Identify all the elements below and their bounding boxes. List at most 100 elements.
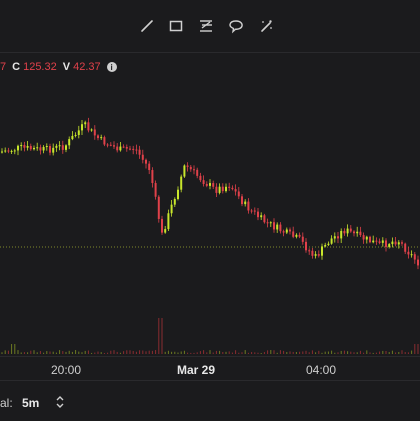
volume-bar <box>279 350 281 354</box>
candle <box>74 132 77 138</box>
volume-bar <box>273 350 275 354</box>
candle <box>410 250 413 258</box>
candle <box>129 145 131 151</box>
volume-bar <box>46 351 48 354</box>
interval-value[interactable]: 5m <box>22 396 40 410</box>
candle <box>33 145 35 151</box>
rectangle-icon[interactable] <box>166 16 186 36</box>
candle <box>135 144 138 155</box>
candle <box>311 248 314 259</box>
candle <box>362 232 365 244</box>
volume-bar <box>100 352 102 354</box>
price-chart[interactable] <box>0 80 420 356</box>
candle <box>225 183 227 193</box>
volume-bar <box>123 351 125 354</box>
volume-bar <box>161 318 163 354</box>
candle <box>193 165 195 175</box>
candle <box>90 128 93 132</box>
candle <box>42 145 45 154</box>
candle <box>1 148 3 154</box>
volume-bar <box>251 352 253 354</box>
volume-bar <box>244 350 246 354</box>
candle <box>282 229 285 237</box>
candle <box>7 147 10 154</box>
volume-bar <box>78 351 80 354</box>
candle <box>116 143 119 153</box>
ellipse-icon[interactable] <box>226 16 246 36</box>
volume-bar <box>20 352 22 354</box>
candle <box>413 252 416 264</box>
volume-bar <box>299 351 301 354</box>
candle <box>273 218 275 233</box>
volume-bar <box>401 350 403 354</box>
volume-bar <box>257 352 259 354</box>
close-value: 125.32 <box>23 61 57 73</box>
candle <box>321 243 323 260</box>
info-icon[interactable]: i <box>106 62 117 72</box>
candle <box>170 200 173 217</box>
candle <box>93 125 96 140</box>
volume-bar <box>411 350 413 354</box>
volume-bar <box>343 350 345 354</box>
volume-bar <box>395 352 397 354</box>
volume-bar <box>302 351 304 354</box>
candle <box>417 255 419 270</box>
volume-bar <box>87 350 89 354</box>
candle <box>237 187 240 200</box>
candle <box>138 145 141 159</box>
candle <box>113 141 115 149</box>
volume-bar <box>14 344 16 354</box>
candle <box>183 164 186 178</box>
volume-bar <box>148 350 150 354</box>
volume-bar <box>372 352 374 354</box>
candle <box>244 199 247 207</box>
candle <box>71 131 74 141</box>
candle <box>20 142 23 151</box>
candle <box>365 235 368 244</box>
volume-bar <box>292 351 294 354</box>
candle <box>340 228 343 244</box>
ohlc-legend: 7 C 125.32 V 42.37 i <box>0 60 117 74</box>
candle <box>17 144 19 156</box>
volume-bar <box>318 350 320 354</box>
volume-bar <box>311 350 313 354</box>
volume-bar <box>97 351 99 354</box>
volume-bar <box>11 344 13 354</box>
volume-bar <box>254 352 256 354</box>
trendline-icon[interactable] <box>137 16 157 36</box>
volume-bar <box>62 351 64 354</box>
candle <box>359 226 362 238</box>
volume-bar <box>289 351 291 354</box>
volume-bar <box>209 350 211 354</box>
volume-bar <box>126 350 128 354</box>
volume-bar <box>7 350 9 354</box>
candle <box>109 142 112 147</box>
candle <box>263 213 266 224</box>
candle <box>26 141 29 151</box>
volume-bar <box>305 350 307 354</box>
candle <box>141 149 144 164</box>
candle <box>52 143 55 156</box>
candle <box>356 226 359 237</box>
candle <box>257 207 259 221</box>
eraser-icon[interactable] <box>256 16 276 36</box>
candle <box>58 141 61 151</box>
candle <box>125 144 128 152</box>
volume-bar <box>283 350 285 354</box>
partial-value: 7 <box>0 61 7 73</box>
fib-retracement-icon[interactable] <box>196 16 216 36</box>
candle <box>221 183 224 194</box>
volume-bar <box>36 352 38 354</box>
volume-bar <box>228 351 230 354</box>
volume-bar <box>353 352 355 354</box>
candle <box>218 183 221 195</box>
candle <box>301 232 304 245</box>
volume-bar <box>276 352 278 354</box>
interval-updown-icon[interactable] <box>54 393 66 411</box>
volume-bar <box>263 352 265 354</box>
candle <box>157 195 160 223</box>
volume-bar <box>129 350 131 354</box>
candle <box>404 242 407 255</box>
candle <box>346 224 349 237</box>
volume-bar <box>398 351 400 354</box>
